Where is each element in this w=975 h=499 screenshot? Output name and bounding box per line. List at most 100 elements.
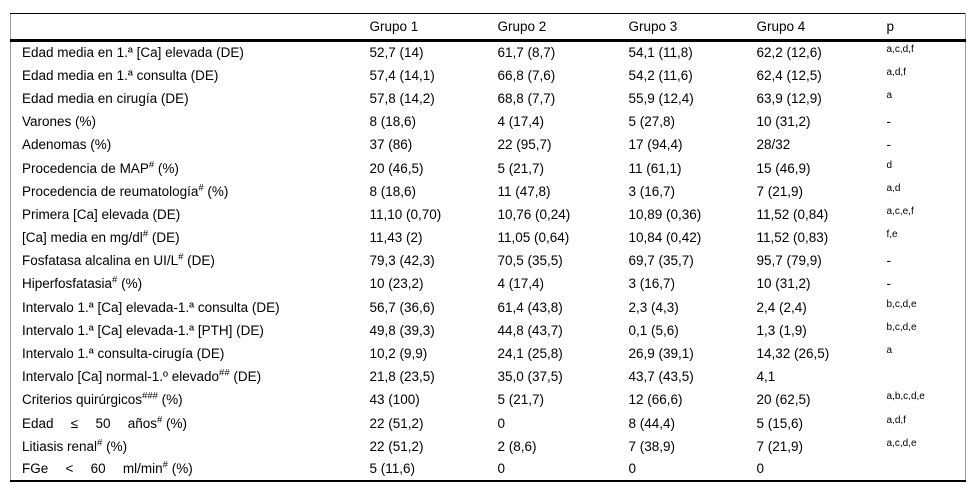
table-row: Litiasis renal# (%) 22 (51,2) 2 (8,6) 7 (38… — [11, 435, 966, 458]
cell-p-value: b,c,d,e — [886, 321, 917, 333]
cell-value: 49,8 (39,3) — [369, 322, 435, 338]
row-label: Criterios quirúrgicos### (%) — [22, 390, 183, 408]
cell-value: 63,9 (12,9) — [756, 90, 822, 106]
cell-value: 55,9 (12,4) — [628, 90, 694, 106]
cell-p-value: - — [886, 137, 892, 153]
cell-value: 26,9 (39,1) — [628, 346, 694, 362]
column-header-2: Grupo 2 — [497, 19, 547, 34]
table-row: Primera [Ca] elevada (DE) 11,10 (0,70) 10,… — [11, 203, 966, 226]
row-label: Edad media en 1.ª [Ca] elevada (DE) — [22, 45, 244, 61]
cell-value: 8 (18,6) — [369, 114, 417, 130]
cell-value: 20 (62,5) — [756, 392, 811, 408]
table-row: Procedencia de reumatología# (%) 8 (18,6)… — [11, 180, 966, 203]
table-row: Criterios quirúrgicos### (%) 43 (100) 5 (2… — [11, 388, 966, 411]
row-label: Procedencia de reumatología# (%) — [22, 182, 229, 199]
cell-value: 95,7 (79,9) — [756, 253, 822, 269]
cell-value: 17 (94,4) — [628, 137, 683, 153]
cell-value: 5 (21,7) — [497, 392, 545, 408]
row-label: Primera [Ca] elevada (DE) — [22, 206, 181, 222]
column-header-4: Grupo 4 — [756, 19, 806, 34]
cell-value: 5 (21,7) — [497, 160, 545, 176]
cell-value: 10 (23,2) — [369, 276, 424, 292]
cell-value: 0 — [497, 461, 506, 477]
cell-value: 14,32 (26,5) — [756, 346, 830, 362]
table-row: Intervalo 1.ª consulta-cirugía (DE) 10,2 … — [11, 342, 966, 365]
row-label: Litiasis renal# (%) — [22, 437, 128, 454]
row-label: Hiperfosfatasia# (%) — [22, 274, 143, 292]
cell-value: 5 (15,6) — [756, 415, 804, 431]
row-label: FGe < 60 ml/min# (%) — [22, 459, 193, 477]
row-label: Edad media en 1.ª consulta (DE) — [22, 67, 219, 83]
table-row: Varones (%) 8 (18,6) 4 (17,4) 5 (27,8) 10 (3… — [11, 110, 966, 133]
cell-p-value: b,c,d,e — [886, 298, 917, 310]
column-header-3: Grupo 3 — [628, 19, 678, 34]
cell-p-value: a,d,f — [886, 414, 906, 426]
column-header-5: p — [886, 19, 895, 34]
cell-value: 22 (51,2) — [369, 438, 424, 454]
row-label: Edad media en cirugía (DE) — [22, 90, 189, 106]
cell-p-value: - — [886, 276, 892, 292]
cell-value: 22 (95,7) — [497, 137, 552, 153]
cell-value: 11 (47,8) — [497, 183, 551, 199]
cell-value: 2 (8,6) — [497, 438, 537, 454]
cell-p-value: a,c,d,f — [886, 44, 914, 56]
cell-p-value: a,b,c,d,e — [886, 391, 925, 403]
column-header-0 — [11, 14, 358, 41]
row-label: Intervalo 1.ª consulta-cirugía (DE) — [22, 346, 225, 362]
cell-value: 1,3 (1,9) — [756, 322, 807, 338]
cell-p-value: a — [886, 89, 893, 101]
cell-value: 11,52 (0,83) — [756, 230, 829, 246]
cell-value: 43,7 (43,5) — [628, 369, 694, 385]
cell-value: 10,84 (0,42) — [628, 230, 702, 246]
row-label: Fosfatasa alcalina en UI/L# (DE) — [22, 251, 215, 269]
table-row: Procedencia de MAP# (%) 20 (46,5) 5 (21,7)… — [11, 156, 966, 179]
cell-value: 3 (16,7) — [628, 183, 676, 199]
cell-value: 11,10 (0,70) — [369, 206, 442, 222]
cell-p-value: a,c,d,e — [886, 437, 917, 449]
cell-value: 11 (61,1) — [628, 160, 682, 176]
cell-value: 4,1 — [756, 369, 776, 385]
cell-value: 24,1 (25,8) — [497, 346, 563, 362]
table-header: Grupo 1 Grupo 2 Grupo 3 Grupo 4 p — [10, 14, 966, 41]
cell-value: 7 (21,9) — [756, 438, 804, 454]
cell-value: 11,52 (0,84) — [756, 206, 829, 222]
cell-p-value: - — [886, 114, 892, 130]
cell-p-value — [875, 365, 966, 388]
table-row: Intervalo 1.ª [Ca] elevada-1.ª [PTH] (DE… — [11, 319, 966, 342]
cell-value: 2,3 (4,3) — [628, 299, 679, 315]
cell-value: 10,89 (0,36) — [628, 206, 702, 222]
cell-p-value: d — [886, 159, 893, 171]
cell-value: 10 (31,2) — [756, 276, 811, 292]
cell-value: 62,2 (12,6) — [756, 45, 822, 61]
cell-p-value: a,d — [886, 182, 901, 194]
table-row: Edad media en cirugía (DE) 57,8 (14,2) 68,… — [11, 87, 966, 110]
cell-value: 4 (17,4) — [497, 114, 545, 130]
cell-value: 37 (86) — [369, 137, 413, 153]
cell-value: 22 (51,2) — [369, 415, 424, 431]
cell-value: 7 (21,9) — [756, 183, 804, 199]
cell-p-value: a,d,f — [886, 66, 906, 78]
cell-value: 66,8 (7,6) — [497, 67, 556, 83]
table-row: Edad media en 1.ª [Ca] elevada (DE) 52,7 … — [11, 41, 966, 64]
cell-value: 54,2 (11,6) — [628, 67, 693, 83]
cell-value: 10 (31,2) — [756, 114, 811, 130]
table-row: FGe < 60 ml/min# (%) 5 (11,6) 0 0 0 — [11, 458, 966, 481]
table-row: Edad media en 1.ª consulta (DE) 57,4 (14,… — [11, 64, 966, 87]
cell-value: 0 — [497, 415, 506, 431]
cell-value: 44,8 (43,7) — [497, 322, 563, 338]
cell-value: 61,4 (43,8) — [497, 299, 563, 315]
comparison-table: Grupo 1 Grupo 2 Grupo 3 Grupo 4 p Edad media… — [10, 13, 966, 483]
cell-value: 69,7 (35,7) — [628, 253, 694, 269]
cell-value: 62,4 (12,5) — [756, 67, 822, 83]
cell-value: 70,5 (35,5) — [497, 253, 563, 269]
row-label: Edad ≤ 50 años# (%) — [22, 414, 188, 431]
header-row: Grupo 1 Grupo 2 Grupo 3 Grupo 4 p — [10, 14, 966, 41]
cell-value: 35,0 (37,5) — [497, 369, 563, 385]
cell-value: 21,8 (23,5) — [369, 369, 435, 385]
table-row: Edad ≤ 50 años# (%) 22 (51,2) 0 8 (44,4) 5 (… — [11, 412, 966, 435]
cell-value: 0 — [628, 461, 637, 477]
cell-value: 5 (11,6) — [369, 461, 416, 477]
table-row: Adenomas (%) 37 (86) 22 (95,7) 17 (94,4) 28/… — [11, 133, 966, 156]
column-header-1: Grupo 1 — [369, 19, 419, 34]
cell-value: 10,2 (9,9) — [369, 346, 428, 362]
